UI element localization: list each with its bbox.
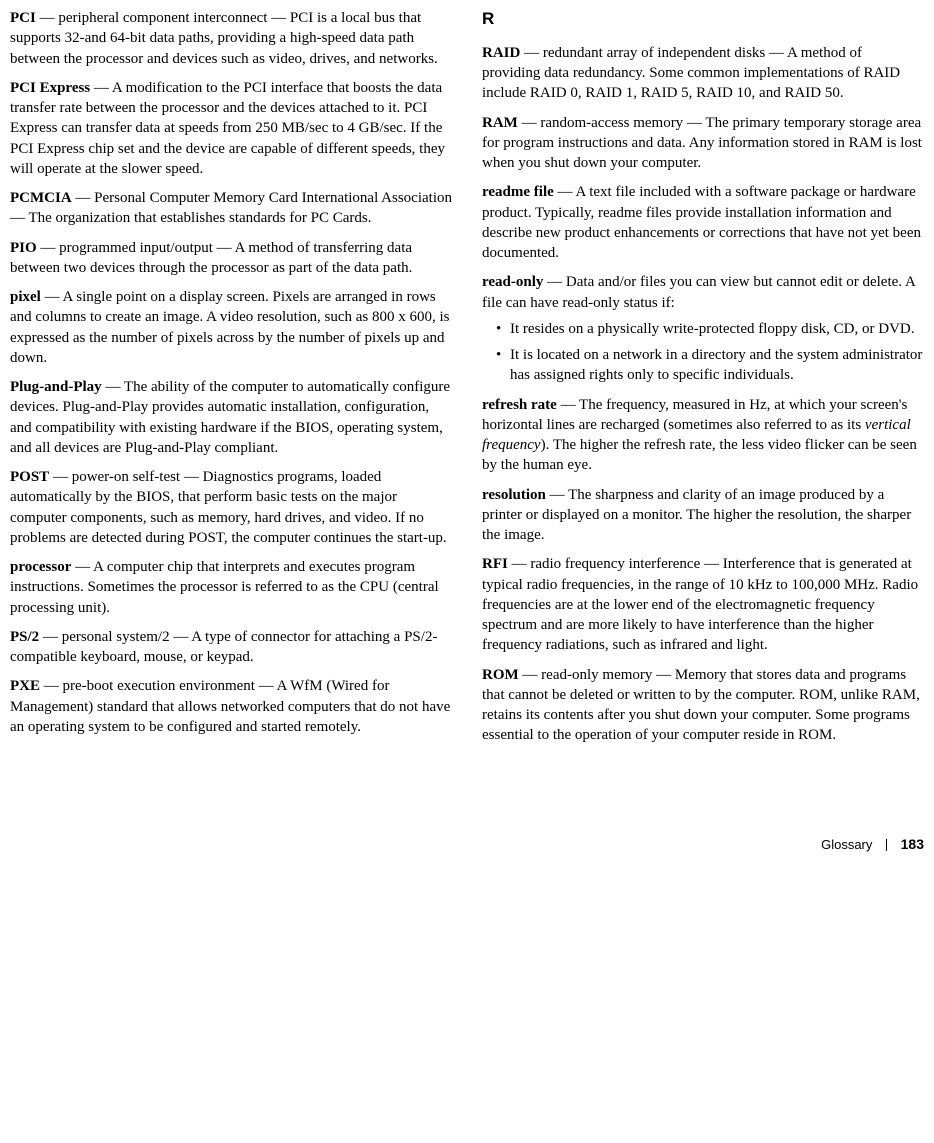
definition: — redundant array of independent disks —… [482, 45, 900, 102]
definition: — The sharpness and clarity of an image … [482, 487, 911, 544]
term: read-only [482, 274, 543, 290]
term: PCMCIA [10, 190, 72, 206]
glossary-entry: RFI — radio frequency interference — Int… [482, 554, 924, 655]
bullet-list: It resides on a physically write-protect… [482, 319, 924, 386]
glossary-entry: processor — A computer chip that interpr… [10, 557, 452, 618]
term: PS/2 [10, 629, 39, 645]
term: PCI [10, 10, 36, 26]
term: refresh rate [482, 397, 557, 413]
glossary-entry: pixel — A single point on a display scre… [10, 287, 452, 368]
glossary-entry: PIO — programmed input/output — A method… [10, 238, 452, 279]
term: PCI Express [10, 80, 90, 96]
definition: — peripheral component interconnect — PC… [10, 10, 438, 67]
term: POST [10, 469, 49, 485]
glossary-entry: PS/2 — personal system/2 — A type of con… [10, 627, 452, 668]
glossary-entry: PCI — peripheral component interconnect … [10, 8, 452, 69]
page-number: 183 [901, 836, 924, 852]
definition: — personal system/2 — A type of connecto… [10, 629, 437, 665]
glossary-entry: RAID — redundant array of independent di… [482, 43, 924, 104]
term: PXE [10, 678, 40, 694]
term: RFI [482, 556, 508, 572]
definition-post: ). The higher the refresh rate, the less… [482, 437, 917, 473]
bullet-item: It is located on a network in a director… [510, 345, 924, 386]
glossary-entry: ROM — read-only memory — Memory that sto… [482, 665, 924, 746]
definition: — random-access memory — The primary tem… [482, 115, 922, 172]
glossary-entry: PCMCIA — Personal Computer Memory Card I… [10, 188, 452, 229]
footer-label: Glossary [821, 836, 872, 854]
definition: — A computer chip that interprets and ex… [10, 559, 439, 616]
term: pixel [10, 289, 41, 305]
term: ROM [482, 667, 519, 683]
glossary-entry: resolution — The sharpness and clarity o… [482, 485, 924, 546]
glossary-entry: readme file — A text file included with … [482, 182, 924, 263]
definition: — pre-boot execution environment — A WfM… [10, 678, 450, 735]
glossary-entry: read-only — Data and/or files you can vi… [482, 272, 924, 385]
term: processor [10, 559, 71, 575]
term: Plug-and-Play [10, 379, 102, 395]
glossary-entry: POST — power-on self-test — Diagnostics … [10, 467, 452, 548]
glossary-entry: PXE — pre-boot execution environment — A… [10, 676, 452, 737]
glossary-entry: RAM — random-access memory — The primary… [482, 113, 924, 174]
definition: — radio frequency interference — Interfe… [482, 556, 918, 653]
right-column: R RAID — redundant array of independent … [482, 8, 924, 755]
glossary-entry: refresh rate — The frequency, measured i… [482, 395, 924, 476]
term: resolution [482, 487, 546, 503]
definition: — programmed input/output — A method of … [10, 240, 412, 276]
term: readme file [482, 184, 554, 200]
glossary-entry: Plug-and-Play — The ability of the compu… [10, 377, 452, 458]
definition: — Data and/or files you can view but can… [482, 274, 915, 310]
term: PIO [10, 240, 37, 256]
glossary-entry: PCI Express — A modification to the PCI … [10, 78, 452, 179]
left-column: PCI — peripheral component interconnect … [10, 8, 452, 755]
page-footer: Glossary 183 [10, 835, 924, 854]
footer-divider [886, 839, 887, 851]
definition: — power-on self-test — Diagnostics progr… [10, 469, 447, 546]
bullet-item: It resides on a physically write-protect… [510, 319, 924, 339]
definition: — Personal Computer Memory Card Internat… [10, 190, 452, 226]
definition: — read-only memory — Memory that stores … [482, 667, 920, 744]
section-heading-r: R [482, 8, 924, 31]
definition: — A single point on a display screen. Pi… [10, 289, 450, 366]
term: RAID [482, 45, 520, 61]
term: RAM [482, 115, 518, 131]
